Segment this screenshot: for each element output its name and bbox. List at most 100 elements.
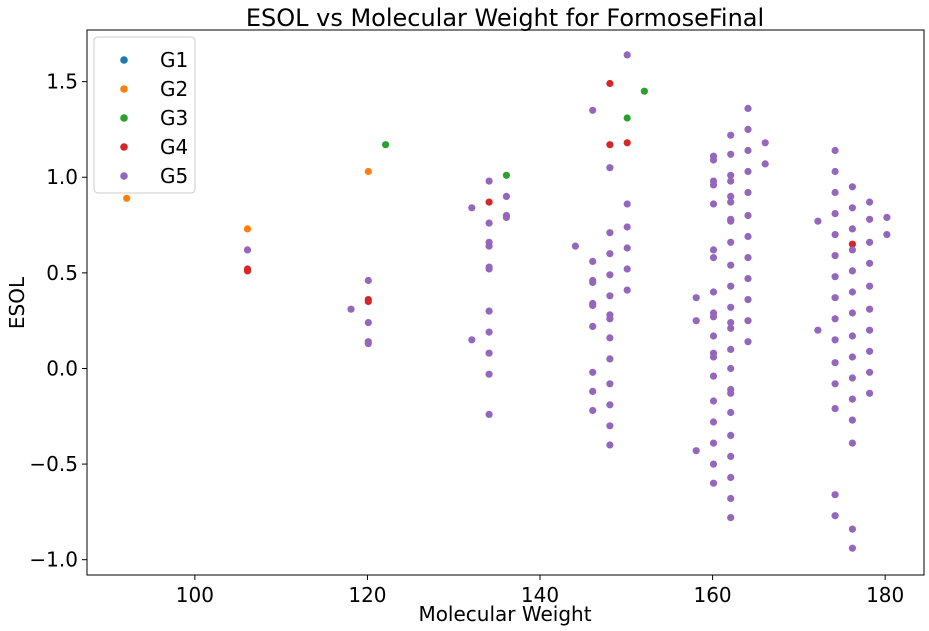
x-tick-label: 180 <box>866 583 904 607</box>
point-g5-77 <box>727 177 735 185</box>
data-points <box>123 51 891 552</box>
point-g5-13 <box>485 265 493 273</box>
point-g5-154 <box>883 213 891 221</box>
point-g5-78 <box>727 192 735 200</box>
point-g5-104 <box>744 232 752 241</box>
y-tick-label: −0.5 <box>29 452 78 476</box>
point-g5-45 <box>606 441 614 449</box>
point-g5-7 <box>468 336 476 344</box>
point-g5-14 <box>485 307 493 315</box>
legend-marker-g4 <box>120 143 128 151</box>
point-g5-73 <box>709 479 718 487</box>
point-g5-79 <box>727 198 735 206</box>
y-axis-label: ESOL <box>5 276 29 329</box>
point-g2-1 <box>243 225 252 233</box>
point-g5-71 <box>709 439 718 447</box>
point-g5-113 <box>814 326 822 334</box>
point-g5-62 <box>709 288 718 296</box>
point-g5-151 <box>866 347 874 355</box>
x-axis-ticks: 100 120 140 160 180 <box>176 575 904 607</box>
point-g5-35 <box>606 250 614 258</box>
point-g5-112 <box>814 217 822 225</box>
point-g5-8 <box>485 177 493 185</box>
point-g5-99 <box>744 125 752 133</box>
point-g5-125 <box>831 380 839 388</box>
point-g5-51 <box>623 286 631 294</box>
point-g5-56 <box>709 156 718 164</box>
point-g5-82 <box>727 238 735 246</box>
point-g5-9 <box>485 219 493 227</box>
legend-label-g1: G1 <box>160 48 188 72</box>
legend-marker-g5 <box>120 172 128 180</box>
point-g4-4 <box>485 198 493 206</box>
point-g5-137 <box>848 353 857 361</box>
point-g5-81 <box>727 217 735 225</box>
point-g5-139 <box>848 395 857 403</box>
point-g5-15 <box>485 328 493 336</box>
point-g2-0 <box>123 194 131 202</box>
point-g5-5 <box>364 340 372 348</box>
point-g5-39 <box>606 315 614 323</box>
point-g5-54 <box>692 447 700 455</box>
point-g5-86 <box>727 319 735 327</box>
point-g5-94 <box>727 452 735 460</box>
point-g5-89 <box>727 364 735 373</box>
point-g5-83 <box>727 261 735 269</box>
point-g5-37 <box>606 292 614 300</box>
point-g5-11 <box>485 242 493 250</box>
point-g5-103 <box>744 211 752 220</box>
point-g5-107 <box>744 296 752 304</box>
point-g5-76 <box>727 171 735 179</box>
point-g5-43 <box>606 401 614 409</box>
point-g5-149 <box>866 305 874 313</box>
legend-marker-g2 <box>120 85 128 93</box>
point-g5-115 <box>831 167 839 176</box>
point-g5-97 <box>727 514 735 522</box>
point-g5-138 <box>848 374 857 382</box>
point-g5-18 <box>485 410 493 418</box>
point-g5-34 <box>606 229 614 237</box>
point-g5-100 <box>744 146 752 155</box>
point-g5-2 <box>364 276 372 285</box>
point-g5-92 <box>727 408 735 417</box>
point-g5-47 <box>623 200 631 208</box>
point-g5-134 <box>848 288 857 296</box>
point-g5-98 <box>744 104 752 112</box>
point-g5-70 <box>709 418 718 426</box>
point-g5-146 <box>866 238 874 246</box>
point-g5-32 <box>589 406 597 415</box>
point-g5-129 <box>848 183 857 191</box>
point-g5-41 <box>606 355 614 363</box>
point-g5-121 <box>831 294 839 302</box>
point-g5-53 <box>692 317 700 325</box>
point-g5-30 <box>589 368 597 376</box>
point-g5-84 <box>727 282 735 290</box>
point-g5-31 <box>589 387 597 395</box>
point-g4-7 <box>623 139 631 147</box>
point-g5-109 <box>744 338 752 346</box>
point-g5-68 <box>709 372 718 380</box>
point-g4-6 <box>606 141 614 149</box>
point-g5-118 <box>831 231 839 239</box>
point-g4-8 <box>848 240 857 248</box>
point-g5-122 <box>831 315 839 323</box>
point-g3-3 <box>640 87 649 95</box>
plot-frame <box>86 29 925 576</box>
point-g5-124 <box>831 359 839 367</box>
legend-marker-g3 <box>120 114 128 122</box>
point-g5-141 <box>848 439 857 447</box>
point-g5-87 <box>727 324 735 332</box>
legend-label-g2: G2 <box>160 77 188 101</box>
point-g5-60 <box>709 246 718 254</box>
point-g5-19 <box>502 192 510 200</box>
point-g5-26 <box>589 278 597 286</box>
legend: G1 G2 G3 G4 G5 <box>93 36 196 194</box>
point-g5-123 <box>831 336 839 344</box>
point-g5-88 <box>727 345 735 353</box>
point-g5-114 <box>831 146 839 155</box>
x-tick-label: 160 <box>693 583 731 607</box>
x-tick-label: 140 <box>521 583 559 607</box>
point-g5-74 <box>727 131 735 139</box>
point-g5-145 <box>866 215 874 223</box>
